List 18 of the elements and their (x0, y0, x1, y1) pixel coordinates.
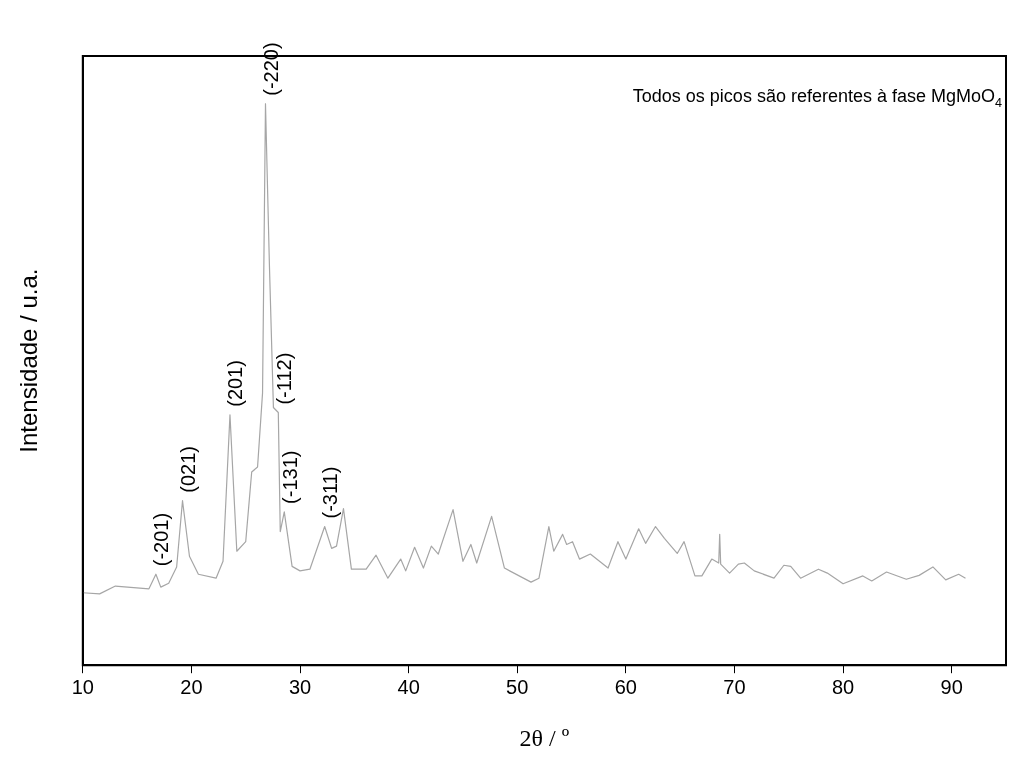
annotation: (-201) (150, 512, 173, 567)
x-tick-label: 10 (71, 675, 94, 698)
y-axis-title: Intensidade / u.a. (15, 268, 43, 453)
x-tick-label: 70 (723, 675, 746, 698)
x-tick-label: 50 (506, 675, 529, 698)
annotation: (-112) (272, 352, 295, 405)
annotation: (-311) (319, 466, 342, 519)
x-axis-title: 2θ / º (519, 724, 570, 751)
x-tick-label: 90 (940, 675, 963, 698)
annotation: (-131) (278, 450, 301, 504)
x-tick-label: 80 (831, 675, 855, 698)
x-tick-label: 30 (288, 675, 312, 698)
x-tick-label: 60 (614, 675, 637, 698)
x-tick-label: 40 (397, 675, 420, 698)
annotation: (201) (224, 360, 247, 407)
x-tick-label: 20 (180, 675, 203, 698)
annotation: (021) (177, 445, 200, 493)
annotation: (-220) (260, 42, 282, 96)
